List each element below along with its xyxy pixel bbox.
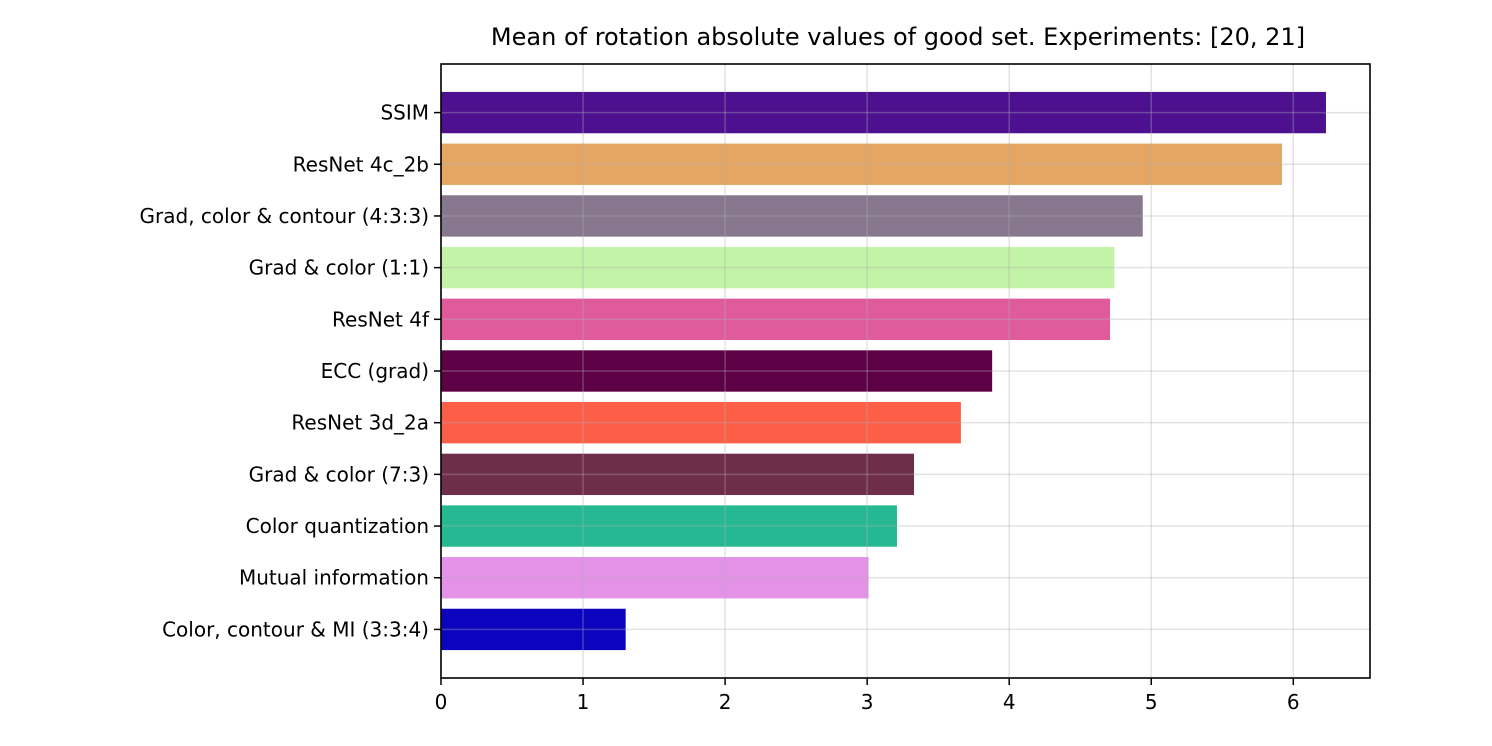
bar xyxy=(441,453,915,496)
ytick-label: Mutual information xyxy=(239,566,429,590)
bar xyxy=(441,246,1115,289)
xtick-label: 5 xyxy=(1145,690,1158,714)
bar xyxy=(441,402,961,444)
bars-layer xyxy=(441,91,1326,651)
bar xyxy=(441,608,626,651)
bar xyxy=(441,91,1326,134)
bar xyxy=(441,505,897,547)
ytick-label: ECC (grad) xyxy=(321,359,429,383)
bar xyxy=(441,195,1143,237)
ticks-layer: SSIM ResNet 4c_2b Grad, color & contour (4… xyxy=(140,101,1300,714)
plot-frame xyxy=(440,63,1371,679)
ytick-label: Color, contour & MI (3:3:4) xyxy=(162,617,429,641)
ytick-label: Grad & color (1:1) xyxy=(249,256,429,280)
ytick-label: Grad, color & contour (4:3:3) xyxy=(140,204,429,228)
xtick-label: 0 xyxy=(435,690,448,714)
bar xyxy=(441,350,993,392)
ytick-label: Grad & color (7:3) xyxy=(249,462,429,486)
xtick-label: 3 xyxy=(861,690,874,714)
bar xyxy=(441,557,869,599)
bar xyxy=(441,143,1282,185)
xtick-label: 6 xyxy=(1287,690,1300,714)
bar xyxy=(441,298,1111,340)
ytick-label: Color quantization xyxy=(246,514,429,538)
ytick-label: ResNet 3d_2a xyxy=(291,411,429,435)
ytick-label: SSIM xyxy=(380,101,429,125)
xtick-label: 4 xyxy=(1003,690,1016,714)
ytick-label: ResNet 4f xyxy=(332,307,430,331)
xtick-label: 2 xyxy=(719,690,732,714)
ytick-label: ResNet 4c_2b xyxy=(293,152,429,176)
chart-title: Mean of rotation absolute values of good… xyxy=(491,23,1305,51)
xtick-label: 1 xyxy=(577,690,590,714)
